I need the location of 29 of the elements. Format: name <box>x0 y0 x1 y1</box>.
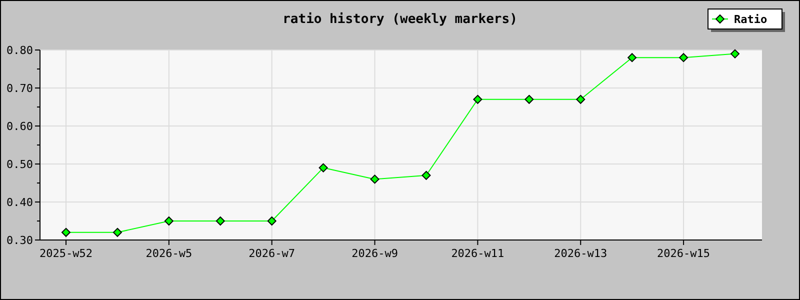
y-tick-label: 0.70 <box>6 82 33 95</box>
x-tick-label: 2025-w52 <box>40 247 92 260</box>
y-tick-label: 0.80 <box>6 44 33 57</box>
chart-title: ratio history (weekly markers) <box>282 12 518 27</box>
point <box>628 53 637 62</box>
point <box>62 228 70 237</box>
x-tick-label: 2026-w15 <box>657 247 710 260</box>
point <box>524 94 534 104</box>
y-tick-label: 0.40 <box>6 196 33 209</box>
point <box>730 49 740 58</box>
point <box>112 228 122 237</box>
point <box>422 170 431 180</box>
x-tick-label: 2026-w13 <box>554 247 608 260</box>
y-tick-label: 0.30 <box>6 234 33 247</box>
x-tick-label: 2026-w5 <box>146 247 192 260</box>
point <box>576 94 586 104</box>
y-tick-label: 0.50 <box>6 158 33 171</box>
y-tick-label: 0.60 <box>6 120 33 133</box>
point <box>679 53 688 62</box>
point <box>370 174 380 184</box>
x-tick-label: 2026-w9 <box>352 247 398 260</box>
x-tick-label: 2026-w7 <box>248 247 296 260</box>
point <box>267 216 276 226</box>
legend-label: Ratio <box>734 12 768 26</box>
point <box>473 94 482 104</box>
point <box>164 216 174 226</box>
point <box>318 163 328 172</box>
point <box>216 216 225 226</box>
x-tick-label: 2026-w11 <box>451 247 504 260</box>
